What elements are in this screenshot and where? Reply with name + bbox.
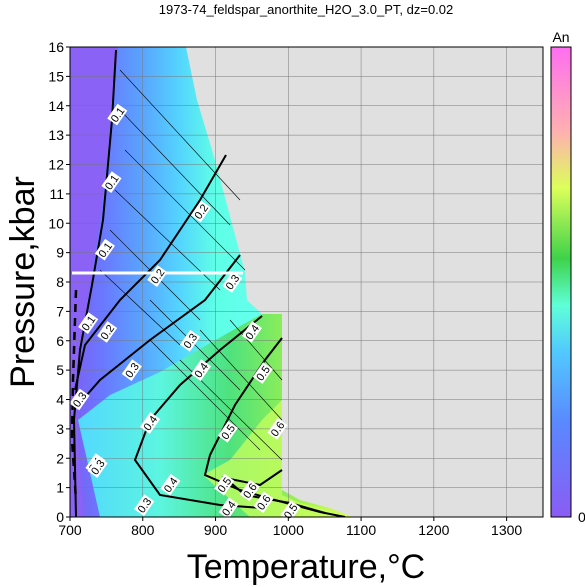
y-tick-label: 2 (56, 450, 64, 466)
contour-label-bg (190, 359, 212, 381)
y-tick-label: 9 (56, 245, 64, 261)
y-tick-label: 1 (56, 480, 64, 496)
contour-label-bg (147, 265, 168, 287)
y-tick-label: 7 (56, 303, 64, 319)
y-tick-label: 5 (56, 362, 64, 378)
contour-label-bg (217, 420, 238, 443)
contour-label-bg (87, 456, 108, 478)
y-tick-label: 8 (56, 274, 64, 290)
y-tick-label: 16 (48, 39, 64, 55)
y-tick-label: 6 (56, 333, 64, 349)
x-axis: 700 800 900 1000 1100 1200 1300 (58, 517, 522, 538)
contour-0.4 (133, 315, 263, 509)
contour-label-bg (179, 329, 201, 352)
y-tick-label: 15 (48, 68, 64, 84)
y-tick-label: 4 (56, 392, 64, 408)
solvus-boundary (70, 289, 78, 501)
colorbar (550, 46, 572, 518)
y-tick-label: 13 (48, 127, 64, 143)
x-tick-label: 1200 (418, 522, 449, 538)
contour-label-bg (78, 312, 99, 334)
y-tick-label: 14 (48, 98, 64, 114)
contour-label-bg (107, 103, 128, 126)
contour-label-bg (267, 418, 288, 440)
colorbar-label: An (552, 29, 569, 45)
y-tick-label: 11 (49, 186, 64, 202)
x-tick-label: 700 (58, 522, 82, 538)
x-tick-label: 1000 (273, 522, 304, 538)
contour-label-bg (134, 494, 155, 517)
grid (70, 47, 543, 517)
contour-label-bg (239, 479, 260, 502)
contour-label-bg (252, 362, 273, 384)
y-tick-label: 10 (48, 215, 64, 231)
y-tick-label: 0 (56, 509, 64, 525)
x-tick-label: 900 (204, 522, 228, 538)
y-tick-label: 3 (56, 421, 64, 437)
contour-label-bg (97, 321, 118, 343)
contour-label-bg (101, 171, 122, 193)
contour-label-bg (190, 200, 212, 223)
contour-label-bg (241, 321, 263, 343)
contour-labels: 0.10.10.10.10.10.20.20.20.20.30.30.30.30… (69, 103, 301, 522)
x-tick-label: 1100 (346, 522, 376, 538)
x-axis-label: Temperature,°C (187, 548, 425, 586)
contour-label-bg (160, 473, 181, 496)
contour-label-bg (218, 497, 239, 520)
colorbar-min-label: 0 (578, 509, 585, 525)
x-tick-label: 1300 (491, 522, 522, 538)
x-tick-label: 800 (131, 522, 155, 538)
y-axis-label: Pressure,kbar (4, 176, 42, 388)
contour-label-bg (222, 271, 243, 293)
contour-0.2 (74, 154, 227, 391)
contour-label-bg (253, 491, 274, 514)
chart-title: 1973-74_feldspar_anorthite_H2O_3.0_PT, d… (159, 2, 454, 17)
contour-label-bg (214, 473, 235, 496)
contour-label-bg (121, 359, 142, 381)
contour-label-bg (94, 238, 116, 261)
y-tick-label: 12 (48, 157, 64, 173)
contour-label-bg (139, 412, 161, 434)
contour-label-bg (69, 388, 90, 411)
